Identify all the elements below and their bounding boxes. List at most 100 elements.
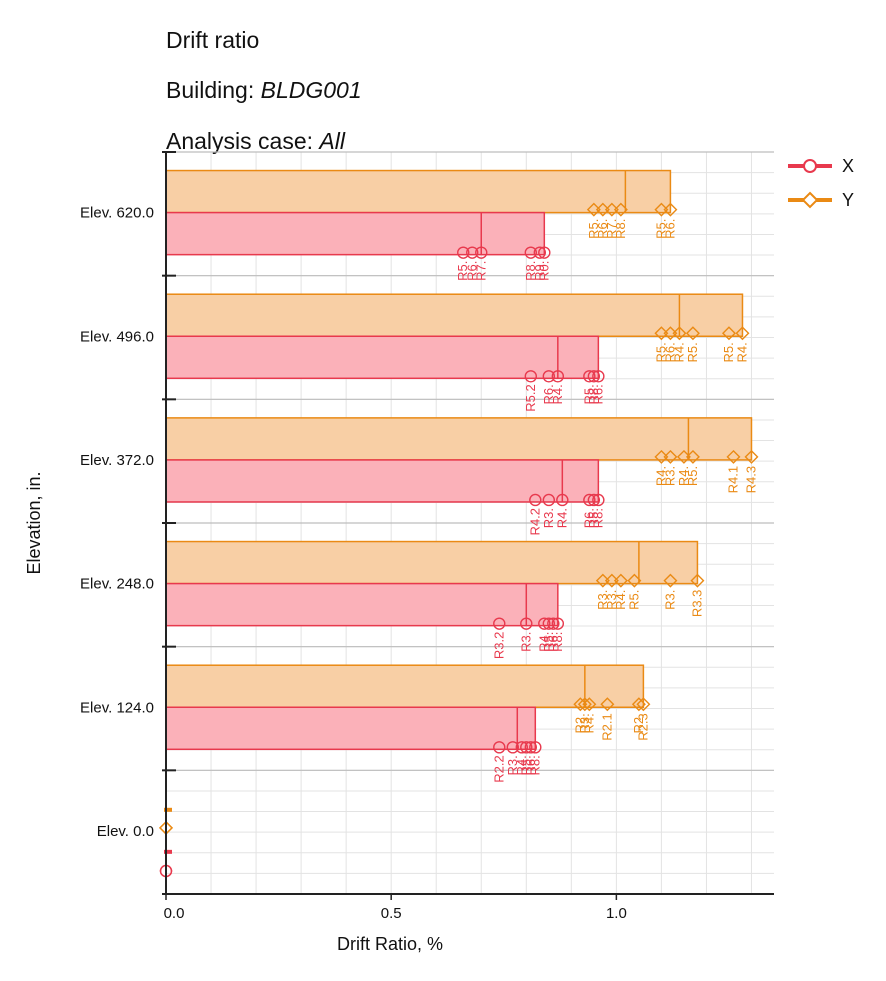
point-label-x: R6. <box>581 508 596 528</box>
point-x <box>592 370 605 383</box>
analysis-case-line: Analysis case: All <box>166 127 345 155</box>
bar-y <box>165 540 699 585</box>
point-y <box>577 697 592 712</box>
point-x <box>493 617 506 630</box>
point-label-y: R7. <box>604 219 619 239</box>
bar-x <box>165 582 559 627</box>
point-y <box>595 202 610 217</box>
point-label-x: R8. <box>527 755 542 775</box>
point-y <box>685 326 700 341</box>
point-label-x: R0. <box>536 261 551 281</box>
point-label-x: R4. <box>514 755 529 775</box>
point-x <box>542 493 556 507</box>
point-label-x: R3. <box>505 755 520 775</box>
point-label-x: R5.2 <box>523 384 538 411</box>
chart-title-text: Drift ratio <box>166 27 260 53</box>
point-label-x: R8. <box>523 261 538 281</box>
point-label-x: R7. <box>473 261 488 281</box>
point-x <box>583 370 596 383</box>
point-y <box>744 449 759 464</box>
y-tick-label: Elev. 496.0 <box>80 328 154 345</box>
point-y <box>595 573 610 588</box>
bar-x <box>165 211 546 256</box>
points-layer: R5.R6.R7.R8. R5.R6.R5.R6.R7. R8.R9.R0.R5.R… <box>159 202 759 878</box>
bar-x <box>165 335 600 380</box>
point-x <box>515 741 528 754</box>
point-x <box>533 246 547 259</box>
point-label-x: R4. <box>536 632 551 652</box>
point-x <box>551 617 565 630</box>
bar-y <box>165 417 753 461</box>
point-x <box>457 246 470 259</box>
point-label-x: R3. <box>541 508 556 528</box>
bar-y <box>165 293 744 338</box>
point-x <box>529 493 542 507</box>
point-y <box>735 326 750 341</box>
point-x <box>542 370 556 383</box>
point-label-x: R4.2 <box>527 508 542 535</box>
point-x <box>538 246 551 259</box>
analysis-case-value: All <box>319 128 345 154</box>
point-x <box>592 493 605 507</box>
point-label-x: R8. <box>586 384 601 404</box>
point-label-y: R4.3 <box>743 466 758 493</box>
point-x <box>506 741 519 754</box>
axes-layer: Elev. 620.0 Elev. 496.0 Elev. 372.0 Elev. 2… <box>80 151 774 922</box>
point-label-x: R5. <box>518 755 533 775</box>
point-label-y: R6. <box>595 219 610 239</box>
point-y <box>586 202 601 217</box>
point-label-y: R4. <box>581 713 596 733</box>
point-x <box>547 617 560 630</box>
point-x <box>520 741 533 754</box>
point-y <box>654 202 669 217</box>
x-tick-label: 0.0 <box>164 905 185 922</box>
legend-marker-y <box>801 191 819 209</box>
point-x <box>466 246 479 259</box>
point-x <box>587 493 601 507</box>
bar-y <box>165 169 672 214</box>
y-tick-label: Elev. 372.0 <box>80 452 154 469</box>
legend-label-y: Y <box>842 190 854 210</box>
point-x <box>520 617 533 630</box>
point-label-x: R8. <box>550 632 565 652</box>
point-x <box>538 617 551 630</box>
legend-marker-x <box>803 159 817 173</box>
point-y <box>600 697 615 712</box>
point-y <box>654 326 669 341</box>
point-y <box>676 449 691 464</box>
point-label-x: R5. <box>541 632 556 652</box>
point-label-x: R5. <box>455 261 470 281</box>
point-x <box>524 370 537 383</box>
point-label-y: R6. <box>662 219 677 239</box>
building-line: Building: BLDG001 <box>166 76 362 104</box>
point-y <box>573 697 588 712</box>
point-y <box>721 326 736 341</box>
point-label-y: R4. <box>653 466 668 486</box>
y-tick-label: Elev. 124.0 <box>80 699 154 716</box>
point-y <box>631 697 646 712</box>
point-label-y: R2. <box>631 713 646 733</box>
analysis-case-label: Analysis case: <box>166 128 320 154</box>
point-label-x: R8. <box>590 508 605 528</box>
point-x <box>493 741 506 754</box>
x-axis-title: Drift Ratio, % <box>337 934 443 954</box>
point-label-x: R3. <box>518 632 533 652</box>
bar-x <box>165 459 600 503</box>
point-y <box>613 573 628 588</box>
point-label-y: R4. <box>671 342 686 362</box>
point-label-y: R3. <box>577 713 592 733</box>
y-tick-label: Elev. 620.0 <box>80 205 154 222</box>
y-axis-title: Elevation, in. <box>24 471 44 574</box>
point-label-x: R2.2 <box>491 755 506 782</box>
point-x <box>529 741 542 754</box>
point-label-y: R3. <box>662 466 677 486</box>
point-label-y: R2.3 <box>635 713 650 740</box>
point-label-y: R4. <box>734 342 749 362</box>
point-x <box>475 246 488 259</box>
y-tick-label: Elev. 0.0 <box>97 823 154 840</box>
point-y <box>663 449 678 464</box>
point-y <box>663 326 678 341</box>
y-tick-label: Elev. 248.0 <box>80 576 154 593</box>
point-label-x: R6. <box>590 384 605 404</box>
bar-x <box>164 849 172 854</box>
